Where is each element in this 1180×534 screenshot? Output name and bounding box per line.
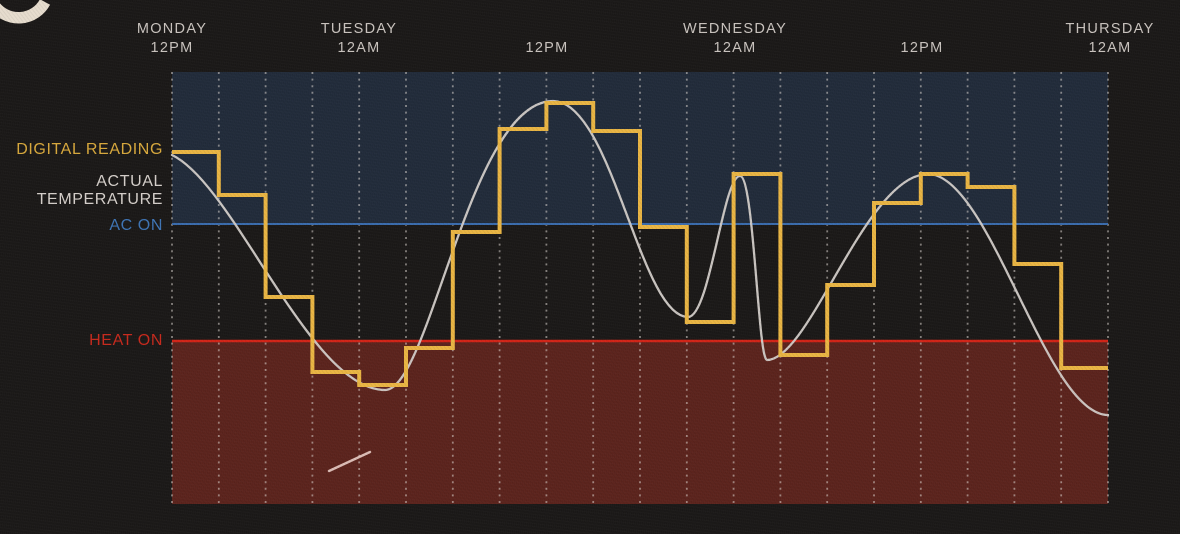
scratch-artifact (327, 450, 372, 473)
legend-heat-on: HEAT ON (89, 332, 163, 349)
axis-time-label: 12PM (525, 40, 569, 56)
legend-actual-temperature: ACTUAL TEMPERATURE (37, 173, 163, 209)
digital-reading-line (172, 101, 1108, 387)
axis-day-label: TUESDAY (320, 21, 398, 37)
time-axis-label-thursday: THURSDAY 12AM (1000, 13, 1180, 58)
time-axis-label-monday: MONDAY 12PM (62, 13, 282, 58)
axis-day-label: MONDAY (136, 21, 208, 37)
axis-day-label: THURSDAY (1065, 21, 1155, 37)
time-axis-label-wednesday: WEDNESDAY 12AM (625, 13, 845, 58)
time-axis-label-tuesday-noon: 12PM (437, 13, 657, 58)
time-axis-label-wednesday-noon: 12PM (812, 13, 1032, 58)
time-axis-label-tuesday: TUESDAY 12AM (249, 13, 469, 58)
legend-actual-line2: TEMPERATURE (36, 191, 163, 208)
axis-time-label: 12AM (1088, 40, 1132, 56)
logo-arc (0, 0, 51, 24)
axis-time-label: 12AM (713, 40, 757, 56)
axis-time-label: 12PM (150, 40, 194, 56)
legend-digital-reading: DIGITAL READING (16, 141, 163, 158)
axis-time-label: 12PM (900, 40, 944, 56)
legend-actual-line1: ACTUAL (96, 173, 163, 190)
axis-time-label: 12AM (337, 40, 381, 56)
axis-day-label: WEDNESDAY (682, 21, 788, 37)
logo-letter-c-icon (0, 0, 51, 24)
legend-ac-on: AC ON (109, 217, 163, 234)
